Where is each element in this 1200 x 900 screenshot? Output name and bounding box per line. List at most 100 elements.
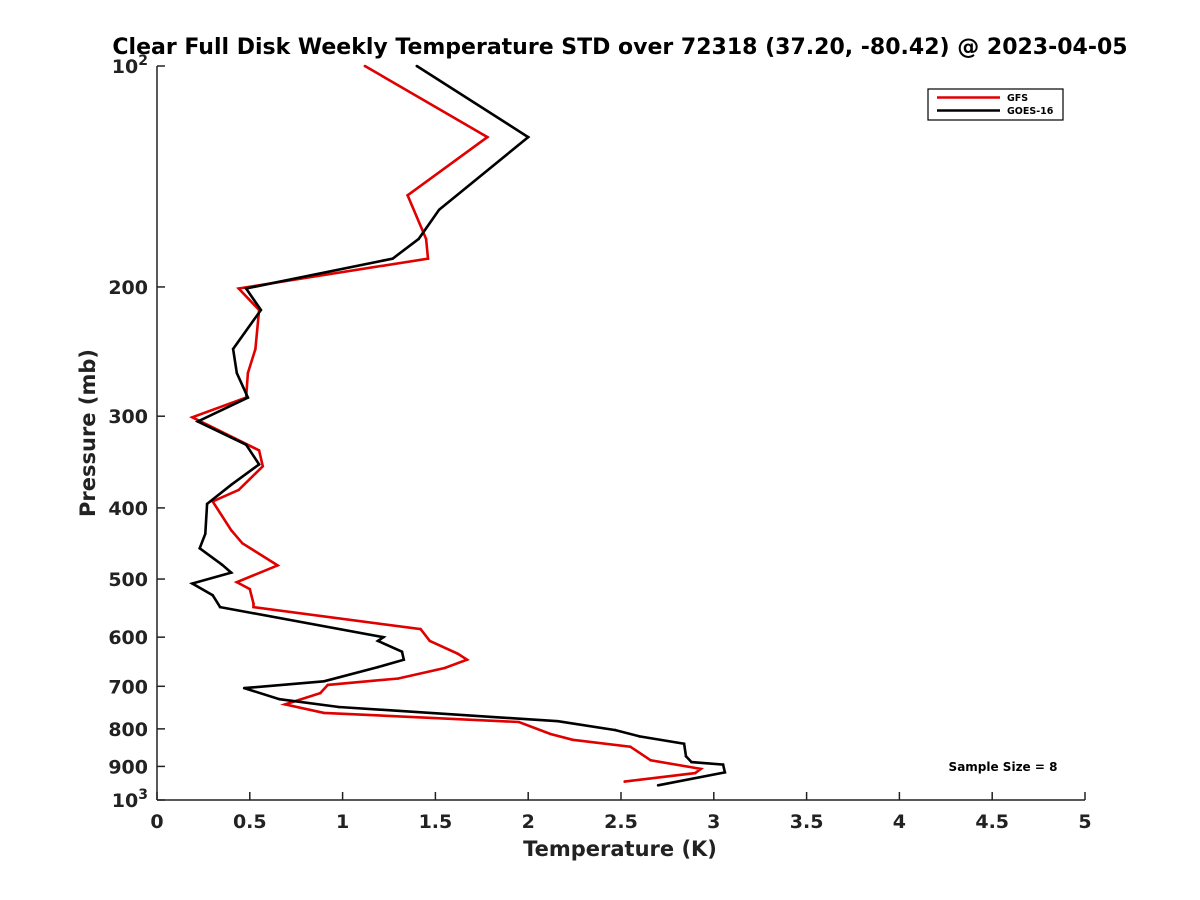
- x-tick-label: 2.5: [604, 811, 638, 833]
- x-ticks: 0 0.5 1 1.5 2 2.5 3 3.5 4 4.5 5: [150, 792, 1092, 833]
- data-point-gfs: [276, 564, 279, 567]
- data-point-gfs: [363, 64, 367, 68]
- x-tick-label: 3.5: [790, 811, 824, 833]
- legend-label-gfs: GFS: [1007, 93, 1028, 104]
- y-tick-label: 500: [108, 569, 148, 591]
- data-point-goes16: [400, 650, 404, 653]
- y-tick-label: 103: [112, 787, 148, 812]
- data-point-gfs: [629, 745, 632, 748]
- data-point-gfs: [649, 759, 652, 762]
- data-point-goes16: [656, 784, 660, 787]
- y-tick-label-base: 10: [112, 790, 138, 812]
- data-point-gfs: [261, 465, 265, 468]
- y-tick-label-base: 10: [112, 56, 138, 78]
- data-point-goes16: [376, 665, 380, 669]
- x-tick-label: 3: [707, 811, 720, 833]
- data-point-goes16: [242, 686, 246, 690]
- data-point-gfs: [241, 542, 244, 545]
- data-point-goes16: [437, 208, 441, 212]
- data-point-goes16: [402, 658, 406, 661]
- data-point-goes16: [220, 563, 224, 566]
- x-tick-label: 0.5: [233, 811, 267, 833]
- chart-title: Clear Full Disk Weekly Temperature STD o…: [112, 35, 1127, 60]
- y-tick-label: 900: [108, 756, 148, 778]
- data-point-goes16: [244, 443, 248, 447]
- data-point-gfs: [424, 237, 428, 241]
- data-point-goes16: [376, 639, 380, 643]
- data-point-gfs: [235, 580, 239, 584]
- data-point-goes16: [614, 728, 617, 732]
- y-tick-label-exponent: 3: [138, 787, 148, 803]
- data-point-gfs: [419, 627, 422, 631]
- data-point-gfs: [406, 194, 409, 197]
- data-point-gfs: [428, 639, 432, 643]
- data-point-goes16: [259, 308, 263, 312]
- data-point-goes16: [278, 697, 281, 701]
- data-point-goes16: [246, 396, 250, 399]
- data-point-goes16: [218, 605, 222, 609]
- data-point-gfs: [237, 488, 240, 492]
- data-point-gfs: [248, 587, 252, 591]
- x-axis-label: Temperature (K): [523, 837, 717, 861]
- data-point-gfs: [319, 691, 322, 695]
- data-point-goes16: [229, 483, 233, 487]
- data-point-goes16: [229, 571, 233, 574]
- data-point-goes16: [198, 547, 201, 550]
- data-point-goes16: [723, 771, 727, 774]
- x-tick-label: 0: [150, 811, 163, 833]
- data-point-goes16: [257, 463, 261, 466]
- sample-size-annotation: Sample Size = 8: [949, 760, 1058, 774]
- y-tick-label: 400: [108, 498, 148, 520]
- x-tick-label: 1.5: [419, 811, 453, 833]
- data-point-goes16: [196, 420, 200, 423]
- data-point-goes16: [205, 502, 209, 506]
- data-point-gfs: [252, 602, 255, 605]
- data-point-gfs: [322, 711, 326, 715]
- y-tick-label: 300: [108, 406, 148, 428]
- data-point-gfs: [456, 652, 460, 655]
- data-point-goes16: [391, 257, 395, 260]
- data-point-goes16: [211, 593, 214, 597]
- data-point-gfs: [237, 287, 240, 290]
- data-point-goes16: [231, 347, 235, 351]
- data-point-gfs: [254, 347, 257, 351]
- data-point-gfs: [397, 677, 400, 680]
- data-point-gfs: [623, 780, 626, 783]
- legend-box: [927, 88, 1064, 121]
- x-tick-label: 1: [336, 811, 349, 833]
- data-point-gfs: [283, 703, 287, 706]
- x-tick-label: 5: [1078, 811, 1091, 833]
- series-line-goes16: [188, 64, 727, 787]
- y-tick-label: 800: [108, 719, 148, 741]
- data-point-gfs: [426, 257, 430, 260]
- data-point-goes16: [682, 742, 686, 745]
- series-line-gfs: [189, 64, 704, 783]
- data-point-goes16: [415, 64, 419, 68]
- data-point-goes16: [526, 135, 530, 139]
- plot-lines: [188, 64, 727, 787]
- data-point-goes16: [204, 532, 207, 536]
- y-tick-label: 700: [108, 676, 148, 698]
- data-point-gfs: [257, 449, 261, 452]
- data-point-gfs: [699, 767, 703, 771]
- data-point-goes16: [322, 680, 326, 683]
- data-point-goes16: [382, 635, 385, 639]
- data-point-goes16: [690, 760, 693, 764]
- data-point-goes16: [337, 705, 341, 709]
- data-point-gfs: [486, 135, 489, 139]
- data-point-goes16: [417, 237, 421, 241]
- data-point-goes16: [191, 582, 194, 585]
- y-tick-label: 102: [112, 53, 148, 78]
- x-tick-label: 4.5: [975, 811, 1009, 833]
- data-point-gfs: [229, 528, 233, 532]
- data-point-gfs: [252, 605, 255, 609]
- data-point-goes16: [235, 371, 239, 375]
- data-point-gfs: [517, 720, 521, 724]
- legend: GFS GOES-16: [927, 88, 1064, 121]
- data-point-goes16: [721, 763, 725, 766]
- data-point-goes16: [684, 755, 688, 758]
- data-point-gfs: [443, 666, 447, 670]
- data-point-goes16: [244, 287, 248, 290]
- data-point-gfs: [191, 416, 194, 419]
